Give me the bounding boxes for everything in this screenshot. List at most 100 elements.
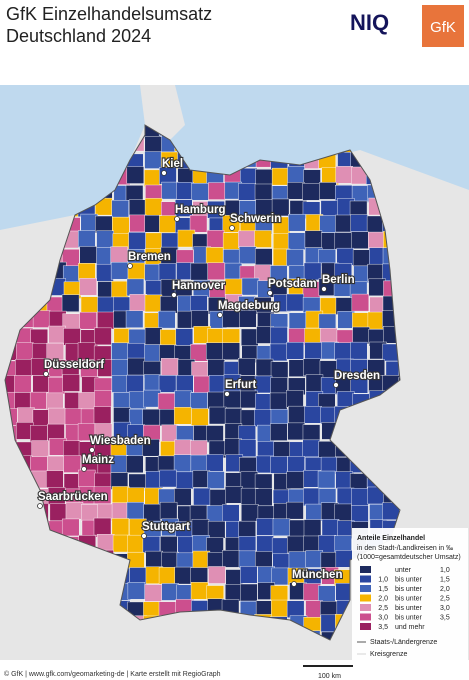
district — [93, 486, 112, 504]
legend-op: bis unter — [395, 577, 423, 584]
district — [160, 295, 178, 314]
city-dot — [321, 286, 327, 292]
district — [350, 214, 368, 232]
district — [205, 247, 224, 265]
district — [240, 328, 259, 347]
district — [222, 342, 240, 360]
district — [111, 502, 130, 520]
district — [287, 182, 305, 200]
district — [173, 407, 192, 425]
district — [238, 358, 256, 376]
district — [255, 393, 273, 411]
denmark — [140, 85, 185, 140]
title: Deutschland 2024 — [6, 26, 151, 46]
legend-swatch — [360, 585, 371, 592]
legend-op: bis unter — [395, 586, 423, 593]
district — [144, 584, 162, 602]
district — [78, 263, 96, 281]
district — [158, 310, 176, 329]
district — [271, 537, 290, 556]
district — [175, 471, 194, 490]
district — [78, 230, 96, 248]
district — [111, 199, 129, 218]
district — [254, 488, 273, 507]
district — [190, 454, 209, 473]
district — [207, 520, 226, 539]
city-label: Kiel — [162, 158, 183, 170]
district — [174, 390, 192, 409]
district — [256, 535, 274, 554]
district — [224, 408, 243, 426]
district — [287, 535, 305, 554]
district — [240, 390, 258, 409]
district — [159, 215, 177, 233]
district — [273, 233, 291, 251]
district — [303, 262, 322, 281]
district — [206, 342, 224, 361]
district — [238, 183, 256, 201]
legend-swatch — [360, 604, 371, 611]
district — [158, 567, 177, 585]
legend-subtitle: (1000=gesamtdeutscher Umsatz) — [357, 554, 461, 561]
district — [222, 504, 240, 522]
district — [190, 392, 208, 410]
district — [304, 230, 323, 248]
district — [302, 439, 320, 458]
district — [270, 423, 288, 441]
city-dot — [37, 503, 43, 509]
city-label: Schwerin — [230, 213, 281, 225]
district — [368, 231, 386, 250]
district — [224, 278, 243, 297]
district — [126, 374, 144, 393]
district — [63, 455, 81, 473]
district — [367, 263, 385, 282]
district — [303, 358, 321, 376]
district — [191, 408, 209, 426]
district — [61, 294, 80, 312]
district — [111, 342, 129, 361]
district — [352, 326, 370, 345]
city-dot — [291, 581, 297, 587]
city-dot — [217, 312, 223, 318]
district — [61, 518, 80, 537]
district — [14, 375, 32, 393]
district — [273, 441, 291, 459]
district — [129, 214, 147, 233]
district — [286, 293, 305, 312]
district — [159, 501, 178, 520]
legend-to: 3,5 — [440, 615, 450, 622]
district — [305, 503, 323, 522]
district — [318, 585, 336, 603]
city-label: Berlin — [322, 274, 355, 286]
district — [207, 359, 225, 377]
logo: NIQ — [350, 10, 389, 35]
district — [126, 501, 145, 520]
district — [78, 469, 96, 488]
district — [287, 422, 305, 441]
legend-from: 3,0 — [378, 615, 388, 622]
district — [64, 408, 83, 426]
district — [206, 454, 224, 472]
district — [303, 519, 322, 537]
district — [174, 439, 192, 458]
district — [144, 151, 162, 169]
district — [318, 535, 336, 553]
district — [334, 232, 353, 250]
legend-op: bis unter — [395, 596, 423, 603]
city-dot — [224, 391, 230, 397]
district — [175, 199, 193, 217]
district — [256, 518, 274, 536]
district — [145, 550, 163, 569]
district — [351, 488, 369, 506]
district — [176, 375, 194, 393]
district — [157, 393, 176, 411]
district — [127, 342, 145, 361]
district — [305, 600, 323, 618]
district — [177, 536, 195, 555]
district — [193, 487, 211, 506]
footer: © GfK | www.gfk.com/geomarketing-de | Ka… — [4, 670, 221, 678]
legend-subtitle: in den Stadt-/Landkreisen in ‰ — [357, 545, 453, 552]
district — [270, 456, 288, 474]
